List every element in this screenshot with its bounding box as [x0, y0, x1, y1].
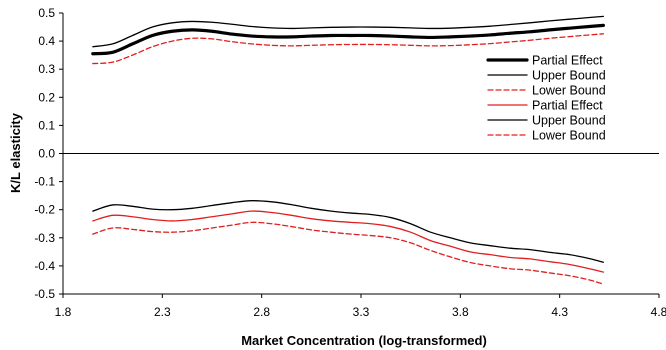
series-lines — [91, 15, 605, 285]
y-tick-label: 0.2 — [38, 90, 55, 104]
series-line-upper-bound-2 — [92, 15, 605, 48]
series-line-lower-bound-6 — [92, 221, 605, 285]
series-line-lower-bound-3 — [92, 33, 605, 65]
series-line-partial-effect-1 — [91, 23, 605, 56]
axes: 0.5 0.4 0.3 0.2 0.1 0.0 -0.1 -0.2 -0.3 -0.4 -0.51.… — [34, 6, 666, 319]
x-tick-label: 4.3 — [551, 305, 568, 319]
y-tick-label: 0.0 — [38, 147, 55, 161]
y-tick-label: 0.5 — [38, 6, 55, 20]
x-tick-label: 2.8 — [253, 305, 270, 319]
y-tick-label: -0.5 — [34, 287, 55, 301]
x-axis-title: Market Concentration (log-transformed) — [241, 333, 487, 348]
y-tick-label: -0.2 — [34, 203, 55, 217]
y-tick-label: 0.1 — [38, 118, 55, 132]
y-tick-label: -0.1 — [34, 175, 55, 189]
series-line-partial-effect-4 — [92, 210, 605, 273]
x-tick-label: 2.3 — [154, 305, 171, 319]
legend-label: Partial Effect — [532, 99, 603, 113]
x-tick-label: 1.8 — [55, 305, 72, 319]
legend-label: Upper Bound — [532, 69, 606, 83]
y-tick-label: 0.3 — [38, 62, 55, 76]
x-tick-label: 3.8 — [452, 305, 469, 319]
y-tick-label: 0.4 — [38, 34, 55, 48]
y-tick-label: -0.3 — [34, 231, 55, 245]
legend-label: Lower Bound — [532, 84, 606, 98]
y-axis-title: K/L elasticity — [8, 112, 23, 193]
y-tick-label: -0.4 — [34, 259, 55, 273]
legend-label: Lower Bound — [532, 129, 606, 143]
x-tick-label: 3.3 — [353, 305, 370, 319]
series-line-upper-bound-5 — [92, 200, 605, 263]
legend-label: Upper Bound — [532, 114, 606, 128]
legend-label: Partial Effect — [532, 54, 603, 68]
x-tick-label: 4.8 — [651, 305, 666, 319]
